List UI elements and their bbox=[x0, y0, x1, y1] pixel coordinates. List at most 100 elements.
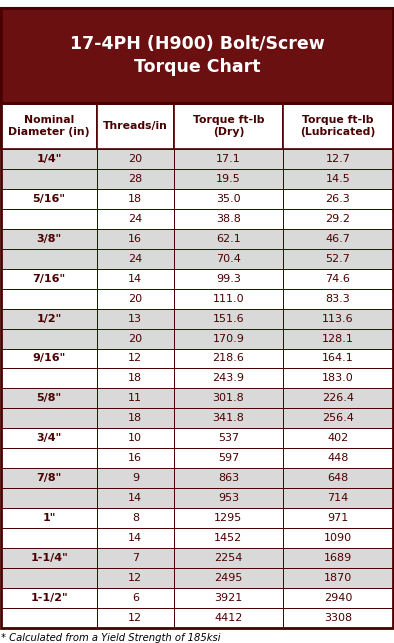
Text: 20: 20 bbox=[128, 334, 142, 343]
Text: 341.8: 341.8 bbox=[212, 413, 244, 423]
Bar bbox=[1, 488, 97, 508]
Bar bbox=[97, 548, 173, 568]
Text: 1-1/2": 1-1/2" bbox=[30, 593, 68, 602]
Text: 52.7: 52.7 bbox=[325, 254, 350, 264]
Text: 3308: 3308 bbox=[324, 613, 352, 622]
Bar bbox=[97, 209, 173, 229]
Text: 111.0: 111.0 bbox=[212, 294, 244, 303]
Bar bbox=[1, 548, 97, 568]
Bar bbox=[97, 309, 173, 329]
Bar bbox=[283, 149, 393, 169]
Bar bbox=[173, 103, 283, 149]
Bar bbox=[97, 368, 173, 388]
Text: 14: 14 bbox=[128, 533, 142, 543]
Text: 863: 863 bbox=[218, 473, 239, 483]
Bar bbox=[173, 468, 283, 488]
Text: 16: 16 bbox=[128, 234, 142, 244]
Text: 46.7: 46.7 bbox=[325, 234, 350, 244]
Text: 2254: 2254 bbox=[214, 553, 243, 563]
Text: 3921: 3921 bbox=[214, 593, 242, 602]
Bar bbox=[1, 289, 97, 309]
Bar bbox=[283, 349, 393, 368]
Bar bbox=[1, 568, 97, 588]
Text: Torque ft-lb
(Lubricated): Torque ft-lb (Lubricated) bbox=[300, 115, 375, 137]
Text: 1-1/4": 1-1/4" bbox=[30, 553, 68, 563]
Text: 226.4: 226.4 bbox=[322, 394, 354, 403]
Bar bbox=[97, 468, 173, 488]
Bar bbox=[173, 568, 283, 588]
Text: 218.6: 218.6 bbox=[212, 354, 244, 363]
Bar bbox=[173, 329, 283, 349]
Bar bbox=[283, 169, 393, 189]
Bar bbox=[283, 209, 393, 229]
Text: 128.1: 128.1 bbox=[322, 334, 354, 343]
Text: Torque ft-lb
(Dry): Torque ft-lb (Dry) bbox=[193, 115, 264, 137]
Text: 243.9: 243.9 bbox=[212, 374, 244, 383]
Text: 20: 20 bbox=[128, 154, 142, 164]
Bar bbox=[1, 249, 97, 269]
Bar bbox=[97, 329, 173, 349]
Bar bbox=[97, 588, 173, 608]
Bar bbox=[97, 149, 173, 169]
Text: 170.9: 170.9 bbox=[212, 334, 244, 343]
Text: 24: 24 bbox=[128, 214, 143, 224]
Bar bbox=[173, 548, 283, 568]
Bar bbox=[97, 249, 173, 269]
Text: 1": 1" bbox=[43, 513, 56, 523]
Bar bbox=[97, 103, 173, 149]
Bar bbox=[1, 103, 97, 149]
Bar bbox=[283, 588, 393, 608]
Bar bbox=[1, 388, 97, 408]
Bar bbox=[283, 309, 393, 329]
Text: 10: 10 bbox=[128, 433, 142, 443]
Text: 62.1: 62.1 bbox=[216, 234, 241, 244]
Bar bbox=[97, 189, 173, 209]
Bar bbox=[173, 209, 283, 229]
Text: 18: 18 bbox=[128, 374, 142, 383]
Text: 183.0: 183.0 bbox=[322, 374, 354, 383]
Text: 1295: 1295 bbox=[214, 513, 242, 523]
Bar bbox=[1, 368, 97, 388]
Text: 14: 14 bbox=[128, 493, 142, 503]
Text: 151.6: 151.6 bbox=[212, 314, 244, 323]
Text: 17.1: 17.1 bbox=[216, 154, 241, 164]
Bar bbox=[1, 149, 97, 169]
Text: 13: 13 bbox=[128, 314, 142, 323]
Text: 971: 971 bbox=[327, 513, 349, 523]
Text: 99.3: 99.3 bbox=[216, 274, 241, 284]
Bar bbox=[283, 289, 393, 309]
Bar bbox=[1, 309, 97, 329]
Bar bbox=[283, 548, 393, 568]
Bar bbox=[173, 428, 283, 448]
Text: Threads/in: Threads/in bbox=[103, 121, 168, 131]
Bar bbox=[1, 103, 393, 628]
Text: 18: 18 bbox=[128, 194, 142, 204]
Bar bbox=[97, 269, 173, 289]
Bar bbox=[1, 608, 97, 628]
Bar bbox=[283, 408, 393, 428]
Bar bbox=[283, 608, 393, 628]
Bar bbox=[283, 249, 393, 269]
Bar bbox=[1, 8, 393, 103]
Bar bbox=[173, 448, 283, 468]
Text: 7/8": 7/8" bbox=[37, 473, 62, 483]
Bar bbox=[283, 103, 393, 149]
Bar bbox=[283, 388, 393, 408]
Bar bbox=[1, 8, 393, 103]
Text: 18: 18 bbox=[128, 413, 142, 423]
Bar bbox=[283, 448, 393, 468]
Text: 2495: 2495 bbox=[214, 573, 243, 583]
Text: 597: 597 bbox=[218, 453, 239, 463]
Bar bbox=[97, 229, 173, 249]
Bar bbox=[1, 269, 97, 289]
Bar bbox=[173, 368, 283, 388]
Bar bbox=[283, 189, 393, 209]
Text: 7: 7 bbox=[132, 553, 139, 563]
Text: 19.5: 19.5 bbox=[216, 174, 241, 184]
Text: 8: 8 bbox=[132, 513, 139, 523]
Text: 83.3: 83.3 bbox=[325, 294, 350, 303]
Bar bbox=[283, 428, 393, 448]
Bar bbox=[283, 229, 393, 249]
Bar bbox=[97, 608, 173, 628]
Bar bbox=[1, 428, 97, 448]
